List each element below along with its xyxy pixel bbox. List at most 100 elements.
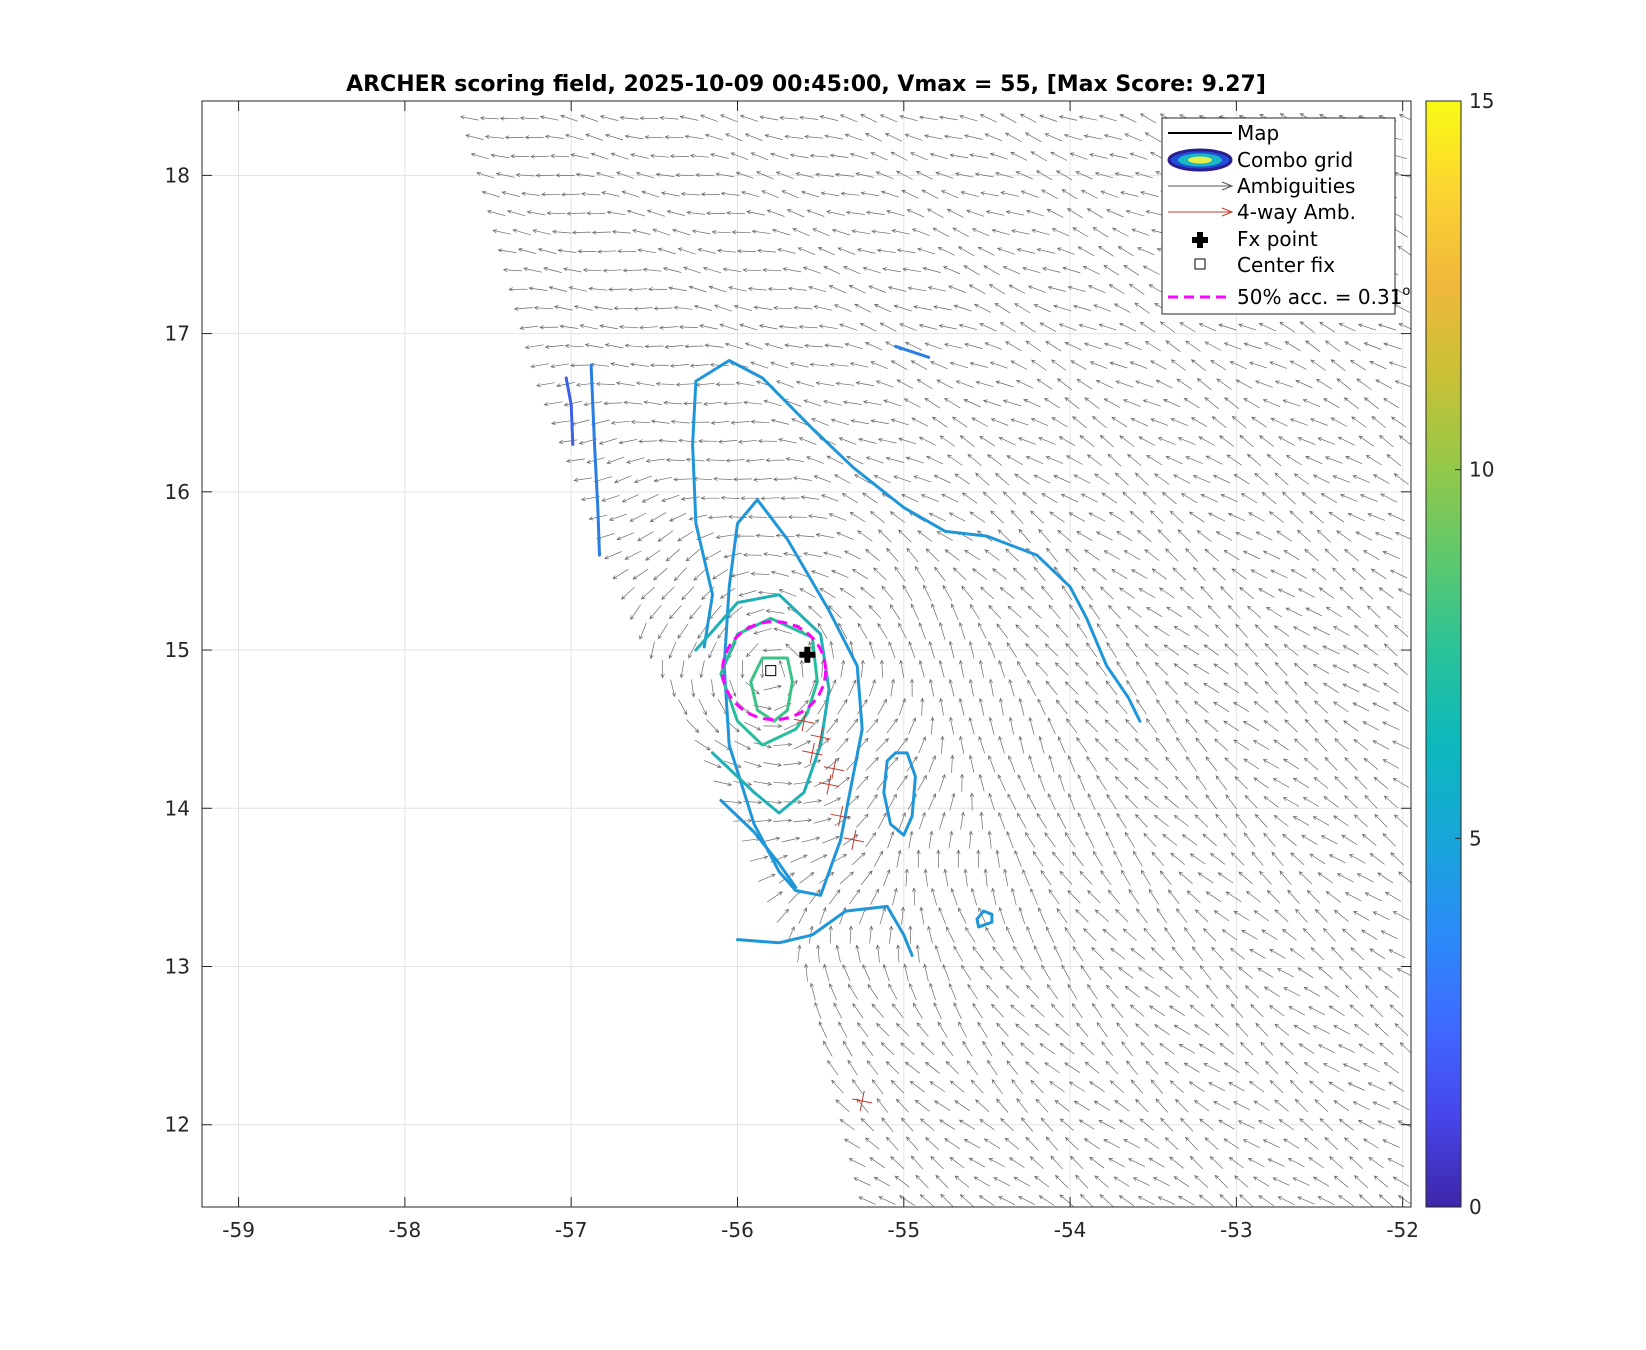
ambiguity-vector <box>1273 814 1289 827</box>
ambiguity-vector <box>919 1118 935 1131</box>
ambiguity-vector <box>1026 925 1034 944</box>
ambiguity-vector <box>1034 1175 1050 1188</box>
ambiguity-vector <box>1050 151 1068 161</box>
ambiguity-vector <box>873 850 884 867</box>
ambiguity-vector <box>890 418 909 426</box>
ambiguity-vector <box>786 209 805 218</box>
ambiguity-vector <box>724 342 743 350</box>
ambiguity-vector <box>1087 793 1096 811</box>
ambiguity-vector <box>871 1079 884 1095</box>
ambiguity-vector <box>898 622 907 640</box>
ambiguity-vector <box>470 152 489 160</box>
ambiguity-vector <box>934 1100 951 1111</box>
ambiguity-vector <box>1020 1042 1035 1055</box>
ambiguity-vector <box>668 286 687 292</box>
ambiguity-vector <box>959 435 975 447</box>
ambiguity-vector <box>1096 1021 1108 1038</box>
ambiguity-vector <box>1178 1195 1195 1206</box>
ambiguity-vector <box>790 854 808 863</box>
ambiguity-vector <box>870 361 888 370</box>
ambiguity-vector <box>883 868 891 887</box>
ambiguity-vector <box>823 399 842 406</box>
ambiguity-vector <box>781 836 801 843</box>
ambiguity-vector <box>1135 380 1154 388</box>
ambiguity-vector <box>907 286 927 292</box>
ambiguity-vector <box>967 453 982 467</box>
ambiguity-vector <box>649 512 667 523</box>
ambiguity-vector <box>1364 794 1378 809</box>
ambiguity-vector <box>885 456 904 463</box>
ambiguity-vector <box>1363 757 1379 770</box>
ambiguity-vector <box>1058 323 1077 331</box>
ambiguity-vector <box>544 134 564 139</box>
ambiguity-vector <box>1392 777 1409 788</box>
ambiguity-vector <box>1338 1118 1354 1131</box>
ambiguity-vector <box>1179 586 1194 600</box>
ambiguity-vector <box>633 306 653 311</box>
ambiguity-vector <box>1244 985 1260 999</box>
ambiguity-vector <box>1198 436 1215 446</box>
ambiguity-vector <box>559 324 579 329</box>
ambiguity-vector <box>1186 605 1202 619</box>
ambiguity-vector <box>1061 964 1071 981</box>
ambiguity-vector <box>1127 453 1142 467</box>
ambiguity-vector <box>653 476 673 483</box>
ambiguity-vector <box>1103 1139 1121 1149</box>
ambiguity-vector <box>1080 493 1098 503</box>
ambiguity-vector <box>619 324 639 330</box>
ambiguity-vector <box>1180 493 1198 504</box>
ambiguity-vector <box>630 604 641 621</box>
ambiguity-vector <box>978 659 984 678</box>
ambiguity-vector <box>908 717 917 735</box>
ambiguity-vector <box>610 420 630 425</box>
ambiguity-vector <box>952 567 967 581</box>
ambiguity-vector <box>949 1080 965 1093</box>
ambiguity-vector <box>801 836 821 843</box>
ambiguity-vector <box>1382 721 1400 731</box>
ambiguity-vector <box>1159 870 1172 886</box>
ambiguity-vector <box>809 153 829 158</box>
four-way-ambiguity-vector <box>818 774 840 795</box>
ambiguity-vector <box>965 926 976 943</box>
ambiguity-vector <box>972 946 984 962</box>
ambiguity-vector <box>1098 1120 1116 1130</box>
ambiguity-vector <box>1002 266 1021 275</box>
ambiguity-vector <box>988 716 995 735</box>
ambiguity-vector <box>1210 359 1227 371</box>
ambiguity-vector <box>840 659 846 678</box>
ambiguity-vector <box>1049 1081 1065 1093</box>
ambiguity-vector <box>657 247 676 255</box>
ambiguity-vector <box>1129 152 1148 160</box>
ambiguity-vector <box>1392 1101 1410 1111</box>
ambiguity-vector <box>623 400 643 405</box>
ambiguity-vector <box>1079 435 1095 447</box>
ambiguity-vector <box>1228 1081 1245 1092</box>
ambiguity-vector <box>1274 700 1288 714</box>
ambiguity-vector <box>1018 906 1026 925</box>
ambiguity-vector <box>1369 361 1387 370</box>
ambiguity-vector <box>934 566 946 582</box>
ambiguity-vector <box>747 514 768 520</box>
ambiguity-vector <box>767 286 787 292</box>
ambiguity-vector <box>1188 1081 1205 1092</box>
ambiguity-vector <box>829 983 837 1001</box>
ambiguity-vector <box>1309 1080 1324 1093</box>
ambiguity-vector <box>789 362 809 368</box>
ambiguity-vector <box>1351 567 1366 581</box>
ambiguity-vector <box>1146 680 1157 696</box>
ambiguity-vector <box>1111 416 1128 428</box>
ambiguity-vector <box>857 622 868 639</box>
ambiguity-vector <box>710 420 730 425</box>
ambiguity-vector <box>1129 510 1145 524</box>
ambiguity-vector <box>1098 323 1117 331</box>
ambiguity-vector <box>1002 491 1017 505</box>
ambiguity-vector <box>1054 662 1069 676</box>
ambiguity-vector <box>1341 834 1358 845</box>
ambiguity-vector <box>942 266 961 275</box>
ambiguity-vector <box>1231 415 1247 429</box>
ambiguity-vector <box>717 248 737 253</box>
ambiguity-vector <box>928 755 936 773</box>
ambiguity-vector <box>1377 872 1394 884</box>
ambiguity-vector <box>638 439 658 444</box>
